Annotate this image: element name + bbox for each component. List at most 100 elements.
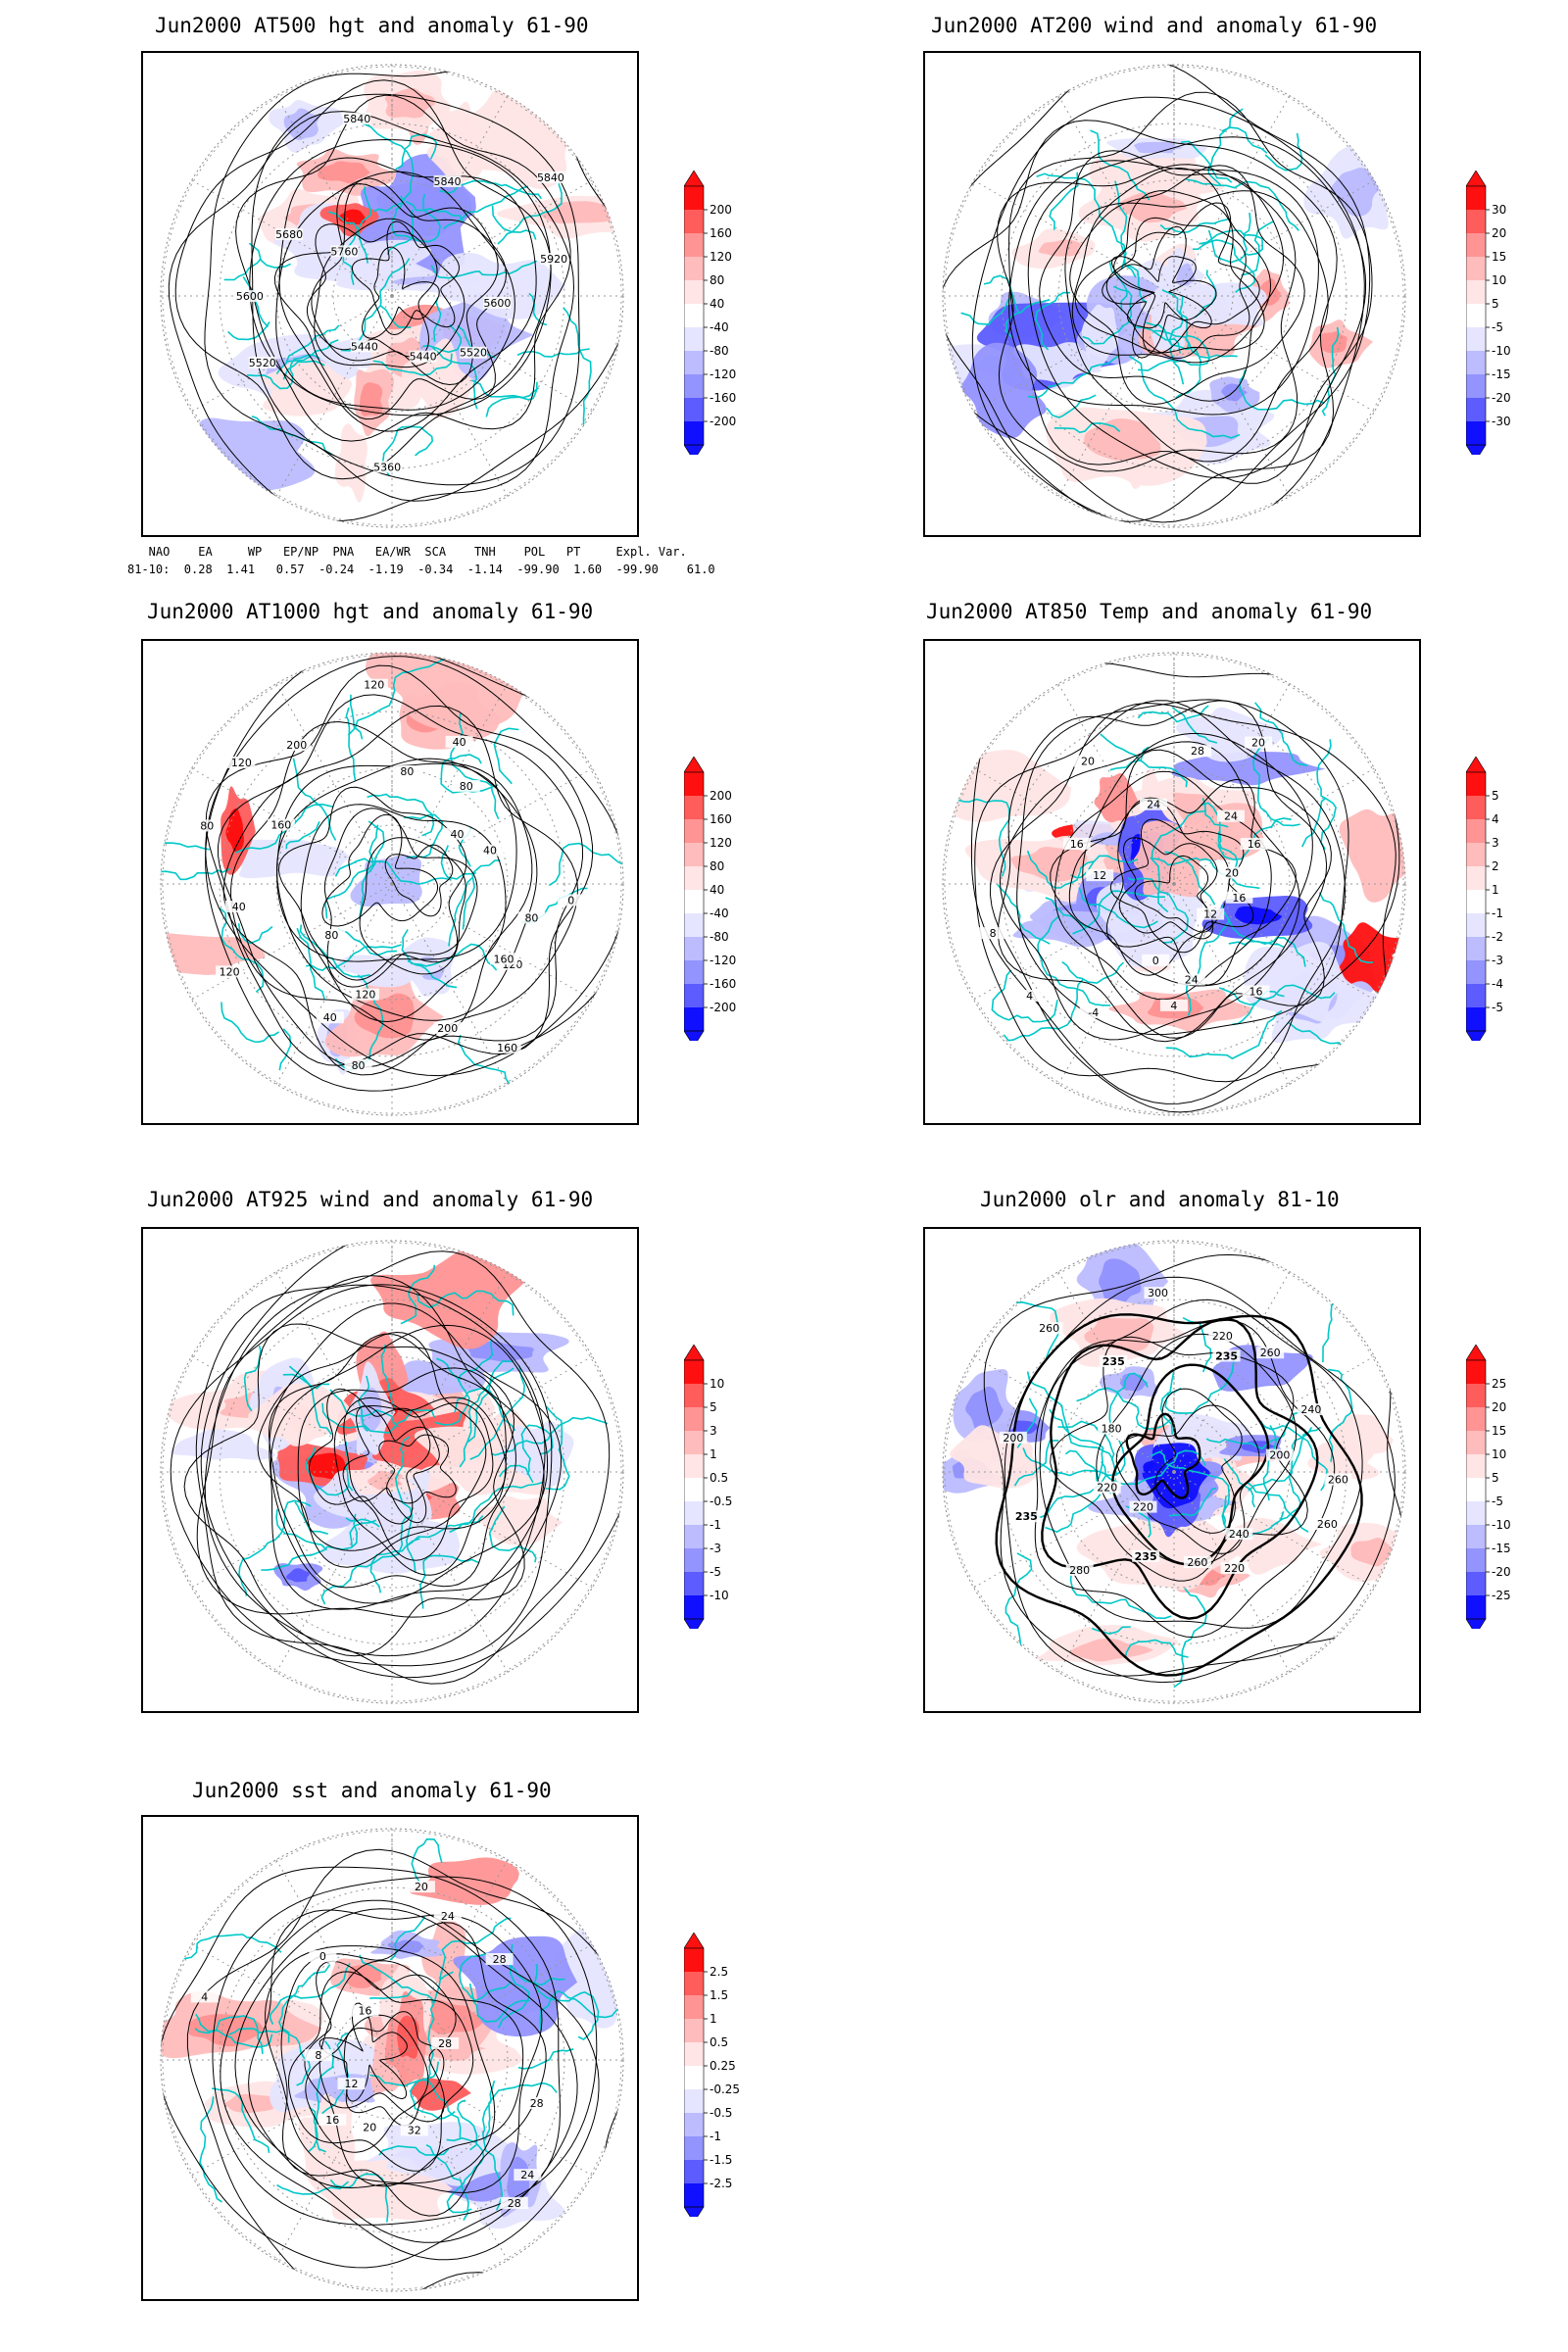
colorbar-tick-label: 15: [1492, 250, 1506, 264]
colorbar-sst: 2.5 1.5 1 0.5 0.25 -0.25 -0.5 -1 -1.5 -2.5: [684, 1933, 802, 2217]
contour-label-bg: [1297, 1403, 1325, 1416]
contour-label: 180: [1102, 1423, 1122, 1436]
colorbar-tick-label: 10: [1492, 1447, 1506, 1461]
contour-label-bg: [267, 818, 295, 831]
contour-label-bg: [490, 953, 518, 965]
colorbar-swatch: [684, 257, 704, 280]
colorbar-tick-label: -30: [1492, 415, 1511, 428]
contour-label-bg: [400, 2124, 428, 2136]
colorbar-arrow-up: [1466, 757, 1487, 773]
contour-label: 32: [408, 2124, 421, 2136]
contour-line: [1154, 1388, 1243, 1534]
contour-label: 28: [438, 2037, 452, 2050]
anomaly-shading: [474, 1495, 564, 1545]
streamline: [1105, 217, 1250, 360]
map-sst: 28 24 28 32 20 16 12 8 4 0 16 20 24 28 28: [141, 1815, 639, 2301]
colorbar-tick-label: -80: [710, 930, 729, 944]
colorbar-swatch: [1466, 866, 1486, 890]
anomaly-shading: [225, 808, 245, 853]
colorbar-swatch: [684, 210, 704, 233]
contour-line: [999, 741, 1300, 1041]
latitude-circle: [275, 1943, 509, 2177]
colorbar-olr: 25 20 15 10 5 -5 -10 -15 -20 -25: [1466, 1345, 1568, 1629]
colorbar-tick-label: -1.5: [710, 2153, 732, 2167]
colorbar-swatch: [684, 2136, 704, 2160]
contour-label-bg: [318, 928, 346, 941]
polar-map-at925: [160, 1240, 624, 1704]
anomaly-shading: [1142, 1443, 1211, 1509]
colorbar-tick-label: -5: [1492, 1001, 1503, 1014]
map-field-layer: 8012016016020012080408012040801601202001…: [161, 653, 623, 1115]
colorbar-tick-label: 10: [710, 1377, 724, 1391]
anomaly-shading: [397, 2015, 419, 2059]
streamline: [269, 1302, 563, 1610]
colorbar-tick-label: -15: [1492, 368, 1511, 381]
colorbar-at500: 200 160 120 80 40 -40 -80 -120 -160 -200: [684, 171, 802, 455]
colorbar-tick-label: 5: [1492, 1471, 1499, 1485]
contour-line: [249, 138, 552, 416]
contour-label-bg: [1093, 1481, 1121, 1494]
contour-label: 240: [1300, 1403, 1321, 1416]
streamline: [204, 1284, 546, 1657]
colorbar-tick-label: -160: [710, 391, 736, 405]
colorbar-swatch: [684, 2160, 704, 2183]
contour-label: 5520: [249, 357, 276, 369]
contour-label-bg: [540, 253, 568, 266]
colorbar-swatch: [684, 772, 704, 796]
polar-map-sst: 28 24 28 32 20 16 12 8 4 0 16 20 24 28 28: [160, 1828, 624, 2292]
colorbar-arrow-down: [684, 1618, 705, 1629]
contour-label-bg: [1313, 1517, 1342, 1530]
colorbar-swatch: [684, 233, 704, 257]
streamline: [343, 1396, 494, 1561]
anomaly-shading: [1339, 808, 1405, 903]
contour-label: 160: [270, 819, 291, 832]
colorbar-swatch: [1466, 374, 1486, 398]
contour-label: 8: [315, 2049, 321, 2062]
streamline: [997, 164, 1298, 472]
contour-label-bg: [1062, 837, 1091, 850]
contour-label-bg: [1144, 1287, 1172, 1299]
colorbar-arrow-down: [1466, 444, 1487, 455]
anomaly-shading: [188, 2014, 264, 2047]
polar-map-at850: 16 12 16 24 4 0 -4 4 8 12 16 20 24 28 20 24 16 20: [942, 652, 1406, 1116]
colorbar-tick-label: 120: [710, 836, 732, 850]
contour-label: 20: [363, 2121, 376, 2133]
contour-label: 28: [493, 1953, 507, 1966]
contour-label: 220: [1224, 1562, 1245, 1575]
map-at500: 5600 5520 5440 5360 5440 5520 5600 5680 5760 5840…: [141, 51, 639, 537]
colorbar-swatch: [1466, 1407, 1486, 1431]
contour-label: 16: [1248, 838, 1261, 851]
contour-label-bg: [1265, 1448, 1294, 1461]
contour-label: 40: [483, 845, 497, 858]
colorbar-tick-label: 200: [710, 203, 732, 217]
streamline: [1102, 225, 1217, 359]
streamline: [971, 96, 1365, 527]
anomaly-shading: [368, 1470, 403, 1491]
contour-line: [174, 79, 552, 480]
colorbar-swatch: [1466, 210, 1486, 233]
contour-label: 80: [352, 1059, 366, 1072]
contour-label: 160: [494, 953, 514, 965]
contour-label: 12: [344, 2078, 358, 2090]
colorbar-at850: 5 4 3 2 1 -1 -2 -3 -4 -5: [1466, 757, 1568, 1041]
contour-label: 5440: [410, 351, 437, 364]
contour-label-bg: [433, 174, 462, 187]
streamline: [333, 1396, 507, 1576]
contour-label-bg: [452, 779, 480, 792]
colorbar-swatch: [684, 960, 704, 984]
contour-label-bg: [517, 911, 546, 924]
contour-line: [168, 111, 575, 521]
streamline: [943, 120, 1338, 522]
colorbar-swatch: [684, 2113, 704, 2136]
contour-line: [1118, 837, 1218, 940]
contour-label-bg: [351, 2004, 379, 2017]
anomaly-shading: [370, 1249, 527, 1349]
contour-label-bg: [1015, 989, 1044, 1002]
contour-label-bg: [1086, 869, 1114, 882]
contour-line: [230, 720, 533, 1041]
anomaly-shading: [434, 252, 566, 319]
colorbar-arrow-down: [1466, 1030, 1487, 1041]
contour-label: 5680: [275, 228, 303, 241]
contour-line: [235, 94, 571, 442]
contour-label-bg: [536, 171, 564, 183]
